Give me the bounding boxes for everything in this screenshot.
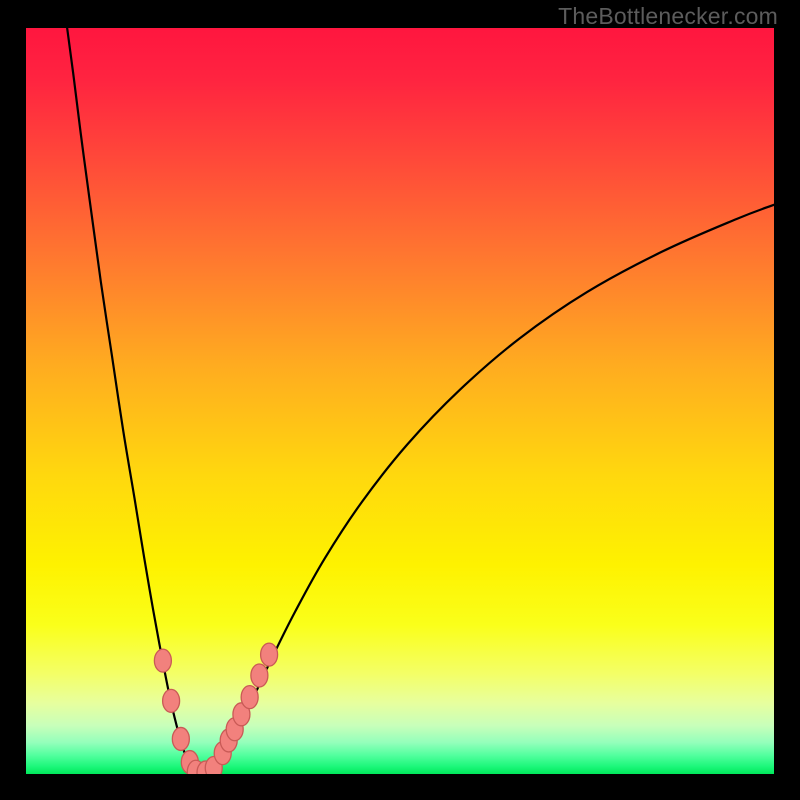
marker-point (154, 649, 171, 672)
chart-overlay-svg (0, 0, 800, 800)
watermark-text: TheBottlenecker.com (558, 3, 778, 30)
curve-left-branch (67, 28, 199, 774)
marker-point (251, 664, 268, 687)
chart-stage: TheBottlenecker.com (0, 0, 800, 800)
marker-point (261, 643, 278, 666)
marker-point (172, 727, 189, 750)
marker-point (163, 689, 180, 712)
curve-right-branch (200, 205, 774, 774)
marker-point (241, 686, 258, 709)
